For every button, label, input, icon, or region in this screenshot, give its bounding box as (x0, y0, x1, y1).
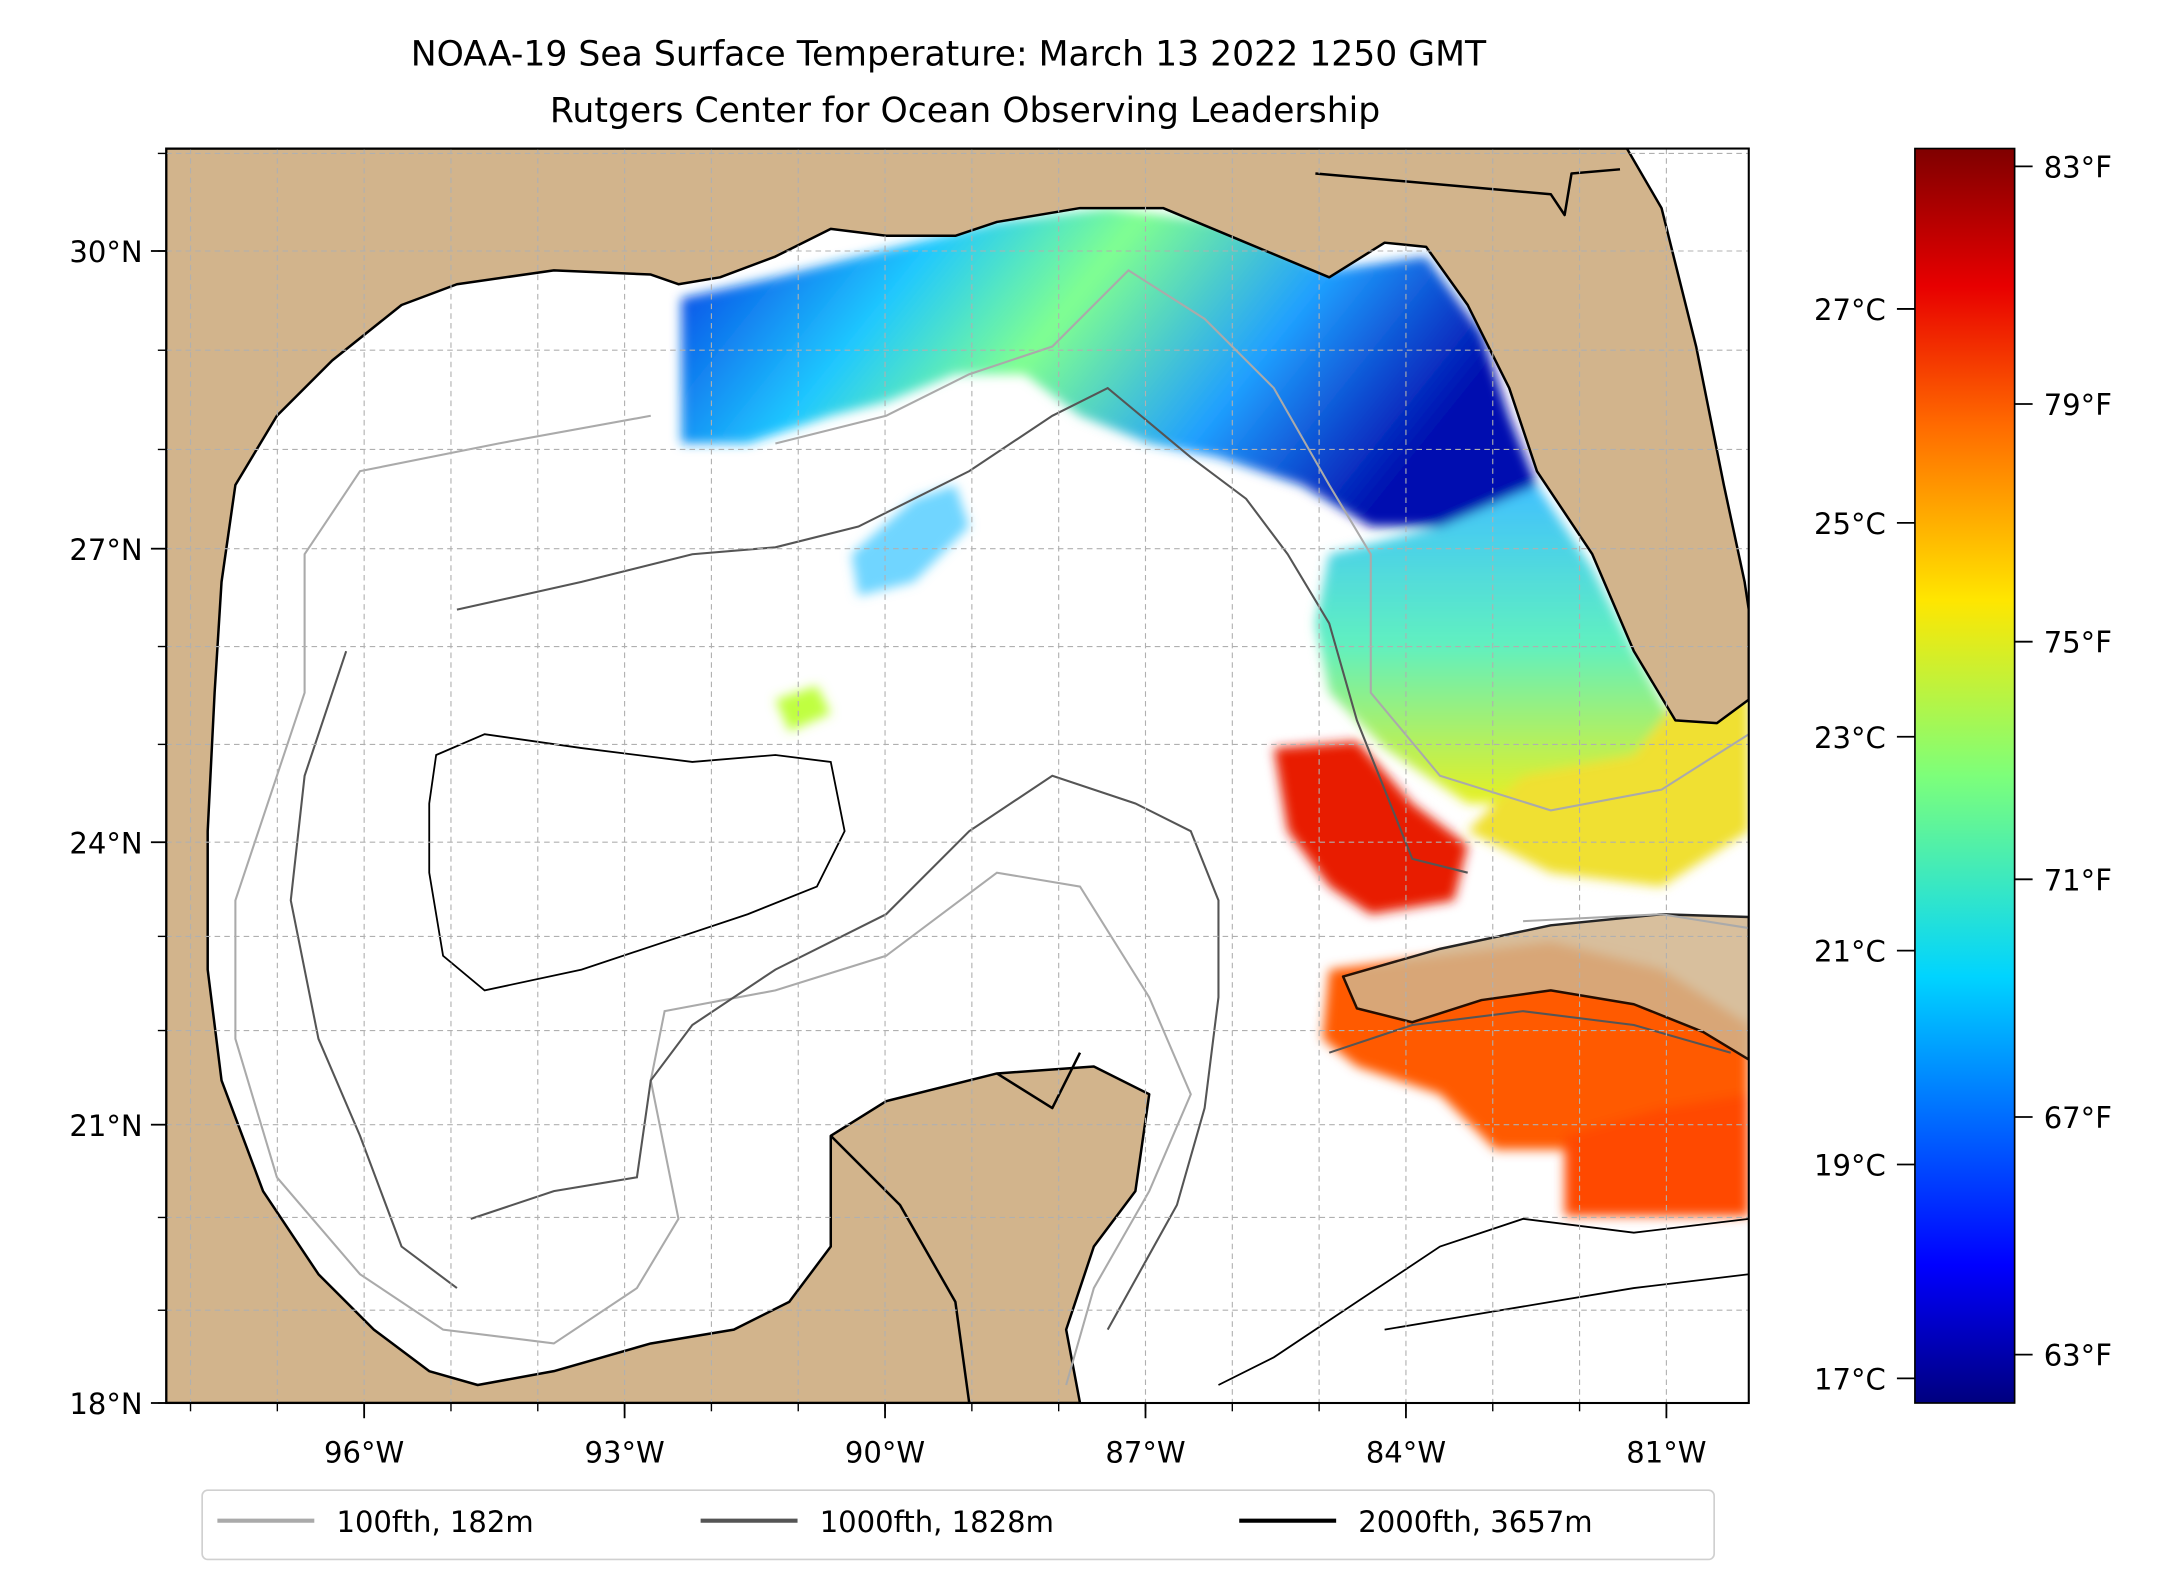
legend-item: 2000fth, 3657m (1239, 1505, 1593, 1539)
lon-tick-label: 87°W (1105, 1436, 1185, 1470)
lon-tick-label: 81°W (1626, 1436, 1706, 1470)
legend-item: 1000fth, 1828m (700, 1505, 1054, 1539)
colorbar: 27°C 25°C 23°C 21°C 19°C 17°C 83°F 79°F 75°F 71°F… (1814, 147, 2112, 1404)
celsius-tick-label: 23°C (1814, 721, 1886, 755)
celsius-tick-label: 17°C (1814, 1362, 1886, 1396)
bathymetry-contours (234, 269, 1749, 1386)
lon-tick-label: 96°W (324, 1436, 404, 1470)
contour-100fth (234, 269, 1749, 1386)
title-line-1: NOAA-19 Sea Surface Temperature: March 1… (411, 34, 1487, 74)
land-cuba (1341, 912, 1749, 1061)
legend-box (201, 1489, 1715, 1561)
gridlines (166, 148, 1749, 1403)
lon-tick-label: 90°W (845, 1436, 925, 1470)
map-frame (165, 147, 1750, 1405)
state-border (1315, 168, 1621, 217)
sst-north-band (681, 208, 1537, 527)
lat-tick-label: 30°N (69, 235, 142, 269)
sst-small-patch (775, 685, 831, 732)
lat-tick-label: 18°N (69, 1387, 142, 1421)
legend-label: 100fth, 182m (336, 1505, 533, 1539)
fahrenheit-tick-label: 79°F (2044, 388, 2112, 422)
celsius-tick-label: 21°C (1814, 935, 1886, 969)
fahrenheit-tick-label: 67°F (2044, 1101, 2112, 1135)
lon-tick-label: 93°W (584, 1436, 664, 1470)
fahrenheit-tick-label: 63°F (2044, 1339, 2112, 1373)
mexico-border (829, 1052, 1082, 1403)
legend-label: 2000fth, 3657m (1358, 1505, 1592, 1539)
contour-1000fth (289, 386, 1732, 1331)
celsius-tick-label: 25°C (1814, 507, 1886, 541)
axis-ticks: 96°W 93°W 90°W 87°W 84°W 81°W 30°N 27°N 24°N 21°N… (69, 152, 1707, 1470)
lon-tick-label: 84°W (1366, 1436, 1446, 1470)
map-axes (166, 148, 1749, 1403)
legend-label: 1000fth, 1828m (820, 1505, 1054, 1539)
title-line-2: Rutgers Center for Ocean Observing Leade… (550, 91, 1380, 131)
fahrenheit-tick-label: 71°F (2044, 863, 2112, 897)
land (166, 148, 1749, 1403)
fahrenheit-tick-label: 75°F (2044, 626, 2112, 660)
celsius-tick-label: 27°C (1814, 293, 1886, 327)
celsius-tick-label: 19°C (1814, 1149, 1886, 1183)
contour-2000fth (428, 733, 1749, 1386)
legend-item: 100fth, 182m (217, 1505, 534, 1539)
colorbar-ticks: 27°C 25°C 23°C 21°C 19°C 17°C 83°F 79°F 75°F 71°F… (1814, 150, 2112, 1396)
sst-west-patch (851, 485, 970, 596)
lat-tick-label: 24°N (69, 826, 142, 860)
lat-tick-label: 27°N (69, 533, 142, 567)
fahrenheit-tick-label: 83°F (2044, 150, 2112, 184)
sst-straits-band (1467, 609, 1749, 887)
sst-warm-patch (1273, 741, 1468, 915)
lat-tick-label: 21°N (69, 1109, 142, 1143)
colorbar-gradient (1914, 147, 2016, 1404)
legend: 100fth, 182m 1000fth, 1828m 2000fth, 3657m (201, 1489, 1715, 1561)
